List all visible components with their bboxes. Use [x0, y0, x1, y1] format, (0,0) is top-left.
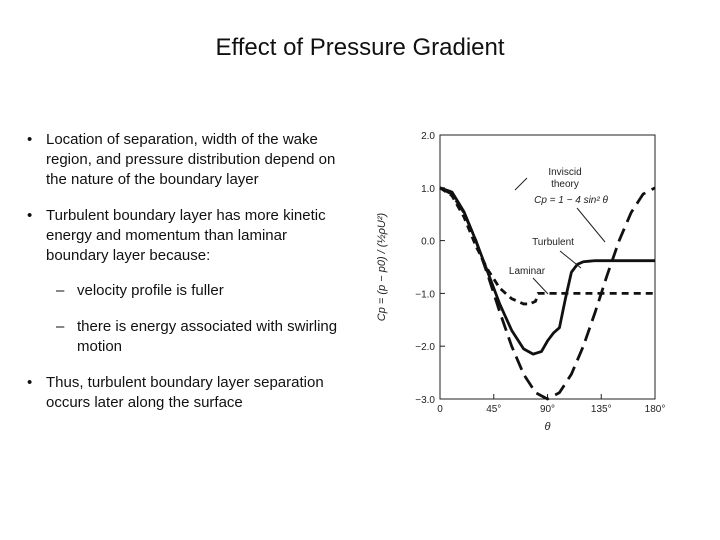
annotation-leader	[514, 177, 528, 191]
x-tick-label: 0	[437, 404, 443, 415]
bullet-list: • Location of separation, width of the w…	[27, 131, 338, 411]
annotation-inviscid: Inviscid	[548, 167, 581, 178]
annotation-inviscid-formula: Cp = 1 − 4 sin² θ	[534, 195, 608, 206]
y-tick-label: 2.0	[421, 131, 435, 142]
sub-bullet-marker: –	[56, 318, 65, 335]
series-laminar-line	[439, 186, 655, 306]
y-tick-label: 0.0	[421, 237, 435, 248]
chart-svg: 2.0 1.0 0.0 −1.0 −2.0 −3.0 Cp = (p − p0) / (½ρ…	[376, 131, 665, 433]
x-axis-label: θ	[545, 421, 551, 433]
y-axis-label: Cp = (p − p0) / (½ρU²)	[376, 212, 388, 321]
sub-bullet-swirl: there is energy associated with swirling…	[77, 318, 338, 355]
bullet-separation: Location of separation, width of the wak…	[46, 131, 336, 188]
y-axis: 2.0 1.0 0.0 −1.0 −2.0 −3.0 Cp = (p − p0) / (½ρ…	[376, 131, 445, 406]
annotation-laminar: Laminar	[509, 266, 546, 277]
series-group	[439, 186, 656, 401]
x-axis: 0 45° 90° 135° 180° θ	[437, 394, 665, 433]
sub-bullet-velocity: velocity profile is fuller	[77, 282, 224, 299]
x-tick-label: 135°	[591, 404, 612, 415]
y-tick-label: 1.0	[421, 184, 435, 195]
y-tick-label: −2.0	[415, 342, 435, 353]
slide-title: Effect of Pressure Gradient	[215, 34, 505, 61]
bullet-marker: •	[27, 207, 33, 224]
annotation-theory: theory	[551, 179, 579, 190]
bullet-turbulent-energy: Turbulent boundary layer has more kineti…	[46, 207, 326, 264]
y-tick-label: −1.0	[415, 289, 435, 300]
annotation-leader	[532, 277, 549, 295]
annotation-leader	[559, 250, 582, 269]
x-tick-label: 45°	[486, 404, 501, 415]
bullet-marker: •	[27, 131, 33, 148]
bullet-conclusion: Thus, turbulent boundary layer separatio…	[46, 374, 324, 411]
bullet-marker: •	[27, 374, 33, 391]
series-turbulent-line	[439, 186, 655, 356]
y-tick-label: −3.0	[415, 395, 435, 406]
sub-bullet-marker: –	[56, 282, 65, 299]
x-tick-label: 90°	[540, 404, 555, 415]
x-tick-label: 180°	[645, 404, 666, 415]
pressure-coefficient-chart: 2.0 1.0 0.0 −1.0 −2.0 −3.0 Cp = (p − p0) / (½ρ…	[355, 118, 695, 443]
annotation-leader	[576, 207, 606, 243]
annotation-turbulent: Turbulent	[532, 237, 574, 248]
